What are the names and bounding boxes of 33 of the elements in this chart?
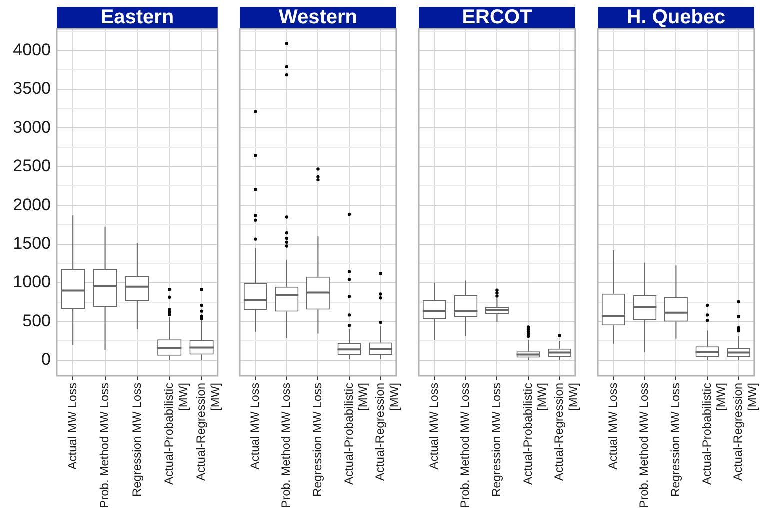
x-tick-label: Prob. Method MW Loss bbox=[279, 383, 294, 508]
y-tick-label: 2500 bbox=[13, 156, 51, 176]
x-tick-label: Prob. Method MW Loss bbox=[458, 383, 472, 508]
x-tick-label: Prob. Method MW Loss bbox=[98, 383, 112, 508]
x-tick-label: Actual-Regression [MW] bbox=[373, 383, 402, 482]
y-tick-label: 4000 bbox=[13, 40, 51, 60]
x-tick-label: Actual-Probabilistic [MW] bbox=[700, 383, 728, 486]
y-tick-label: 3000 bbox=[13, 118, 51, 137]
x-tick-label: Actual-Regression [MW] bbox=[731, 383, 760, 482]
y-tick-label: 2000 bbox=[13, 195, 51, 214]
x-tick-label: Prob. Method MW Loss bbox=[637, 383, 652, 508]
chart-title: Western bbox=[278, 6, 358, 29]
x-tick-label: Regression MW Loss bbox=[310, 383, 325, 498]
x-tick-label: Regression MW Loss bbox=[668, 383, 683, 498]
chart-title: H. Quebec bbox=[626, 6, 726, 29]
x-tick-label: Actual MW Loss bbox=[65, 383, 80, 470]
chart-title: Eastern bbox=[100, 6, 174, 29]
y-tick-label: 500 bbox=[22, 311, 51, 330]
x-tick-label: Actual MW Loss bbox=[606, 383, 620, 470]
x-tick-label: Actual-Regression [MW] bbox=[194, 383, 223, 482]
x-tick-label: Actual MW Loss bbox=[426, 383, 441, 470]
x-tick-label: Regression MW Loss bbox=[490, 383, 504, 498]
x-tick-label: Regression MW Loss bbox=[130, 383, 144, 498]
x-tick-label: Actual-Probabilistic [MW] bbox=[520, 383, 550, 486]
y-tick-label: 3500 bbox=[13, 79, 51, 98]
chart-title: ERCOT bbox=[462, 6, 532, 29]
y-tick-label: 1500 bbox=[13, 234, 51, 254]
y-tick-label: 0 bbox=[42, 350, 51, 370]
x-tick-label: Actual-Regression [MW] bbox=[552, 383, 581, 482]
x-tick-label: Actual-Probabilistic [MW] bbox=[342, 383, 370, 486]
y-tick-label: 1000 bbox=[13, 272, 51, 292]
x-tick-label: Actual-Probabilistic [MW] bbox=[162, 383, 190, 486]
x-tick-label: Actual MW Loss bbox=[248, 383, 262, 470]
